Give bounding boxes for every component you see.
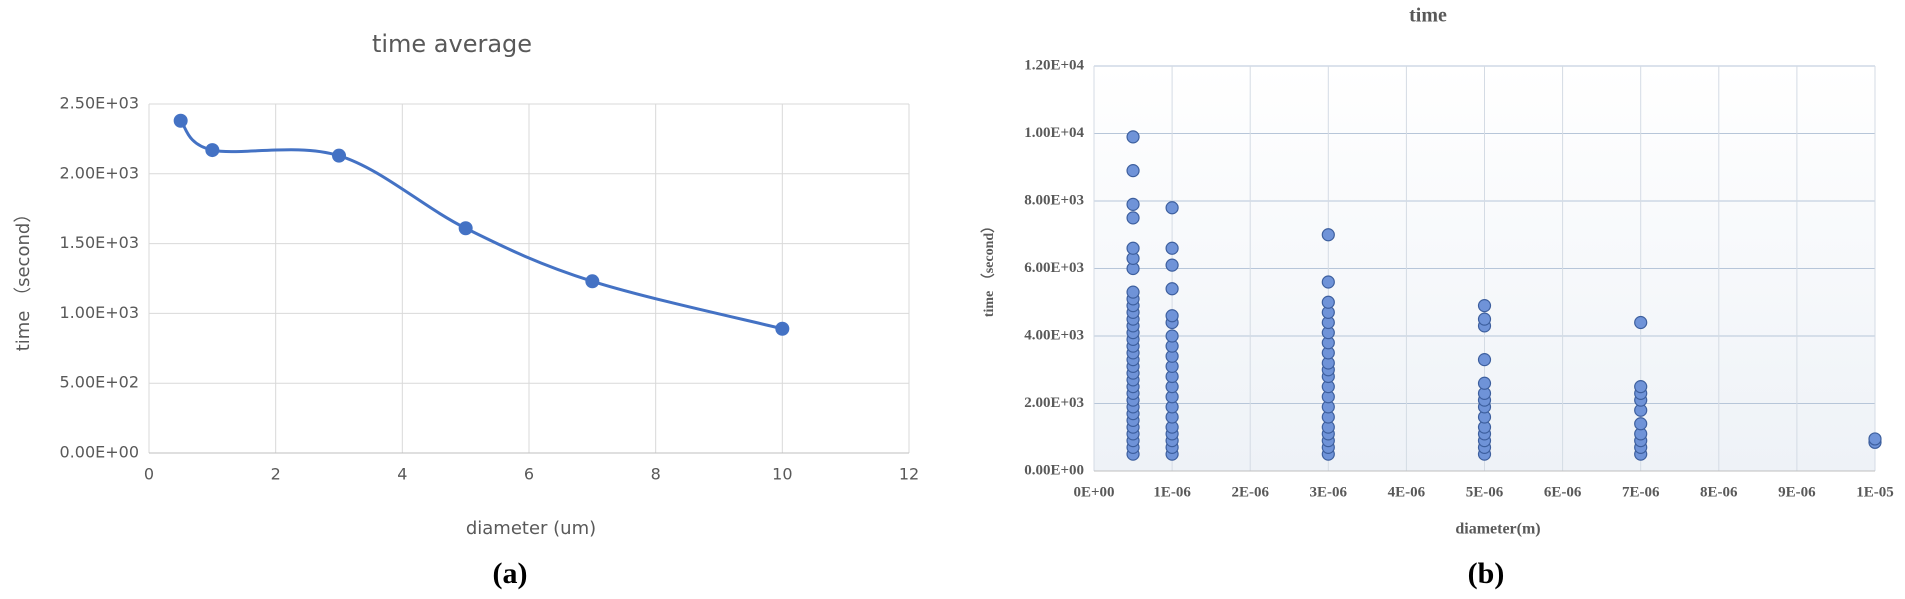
data-point bbox=[1868, 432, 1882, 446]
y-tick-label: 2.00E+03 bbox=[60, 163, 140, 182]
data-point bbox=[1126, 130, 1140, 144]
data-point bbox=[1321, 275, 1335, 289]
data-point bbox=[1321, 228, 1335, 242]
x-axis-label: diameter (um) bbox=[466, 518, 596, 539]
x-tick-label: 7E-06 bbox=[1622, 484, 1660, 500]
data-point bbox=[1634, 315, 1648, 330]
data-point bbox=[173, 113, 188, 128]
data-point bbox=[1477, 299, 1492, 313]
y-tick-label: 1.50E+03 bbox=[60, 233, 140, 252]
caption: (a) bbox=[493, 557, 528, 590]
y-tick-label: 4.00E+03 bbox=[1024, 327, 1084, 343]
x-tick-label: 4 bbox=[397, 465, 407, 484]
data-point bbox=[1477, 312, 1492, 326]
data-point bbox=[1165, 329, 1179, 343]
data-point bbox=[1165, 201, 1179, 215]
y-tick-label: 2.00E+03 bbox=[1024, 395, 1084, 411]
data-point bbox=[585, 274, 600, 289]
x-tick-label: 12 bbox=[899, 465, 919, 484]
chart-title: time bbox=[1409, 5, 1447, 27]
data-point bbox=[332, 148, 346, 163]
x-tick-label: 5E-06 bbox=[1466, 484, 1504, 500]
x-tick-label: 2E-06 bbox=[1231, 484, 1269, 500]
x-tick-label: 9E-06 bbox=[1778, 484, 1816, 500]
chart-a: 0.00E+00 5.00E+02 1.00E+03 1.50E+03 2.00E+03… bbox=[13, 30, 919, 590]
x-tick-label: 6E-06 bbox=[1544, 484, 1582, 500]
y-tick-label: 0.00E+00 bbox=[60, 443, 140, 462]
x-tick-label: 8 bbox=[651, 465, 661, 484]
data-point bbox=[1126, 197, 1140, 211]
y-tick-label: 2.50E+03 bbox=[60, 94, 140, 113]
data-point bbox=[1477, 376, 1492, 390]
y-tick-label: 1.00E+03 bbox=[60, 303, 140, 322]
x-tick-label: 6 bbox=[524, 465, 534, 484]
y-tick-label: 0.00E+00 bbox=[1024, 462, 1084, 478]
x-tick-label: 10 bbox=[772, 465, 792, 484]
data-point bbox=[1165, 282, 1179, 296]
x-tick-label: 8E-06 bbox=[1700, 484, 1738, 500]
data-point bbox=[775, 321, 790, 336]
y-tick-label: 6.00E+03 bbox=[1024, 260, 1084, 276]
data-point bbox=[1634, 417, 1648, 431]
data-line bbox=[179, 119, 783, 331]
data-point bbox=[1634, 380, 1648, 394]
data-point bbox=[458, 221, 473, 236]
y-tick-label: 1.20E+04 bbox=[1024, 57, 1084, 73]
data-point bbox=[1126, 211, 1140, 225]
data-point bbox=[1165, 258, 1179, 272]
data-point bbox=[1126, 164, 1140, 178]
x-tick-label: 3E-06 bbox=[1310, 484, 1348, 500]
y-tick-label: 8.00E+03 bbox=[1024, 192, 1084, 208]
x-tick-label: 1E-06 bbox=[1153, 484, 1191, 500]
x-tick-label: 0 bbox=[144, 465, 154, 484]
x-axis-label: diameter(m) bbox=[1455, 521, 1540, 538]
data-point bbox=[205, 143, 220, 158]
data-point bbox=[1165, 309, 1179, 323]
chart-title: time average bbox=[372, 30, 532, 58]
data-point bbox=[1126, 241, 1140, 255]
y-axis-label: time （second） bbox=[13, 205, 34, 352]
x-tick-label: 1E-05 bbox=[1856, 484, 1894, 500]
data-point bbox=[1126, 285, 1140, 299]
data-point bbox=[1165, 241, 1179, 255]
x-tick-label: 4E-06 bbox=[1388, 484, 1426, 500]
data-point bbox=[1321, 295, 1335, 309]
x-tick-label: 0E+00 bbox=[1073, 484, 1114, 500]
chart-b: 0.00E+00 2.00E+03 4.00E+03 6.00E+03 8.00E+03… bbox=[981, 5, 1894, 590]
y-tick-label: 1.00E+04 bbox=[1024, 125, 1084, 141]
x-tick-label: 2 bbox=[271, 465, 281, 484]
caption: (b) bbox=[1468, 557, 1505, 590]
data-point bbox=[1477, 353, 1492, 367]
y-axis-label: time （second） bbox=[981, 219, 997, 317]
y-tick-label: 5.00E+02 bbox=[60, 373, 140, 392]
